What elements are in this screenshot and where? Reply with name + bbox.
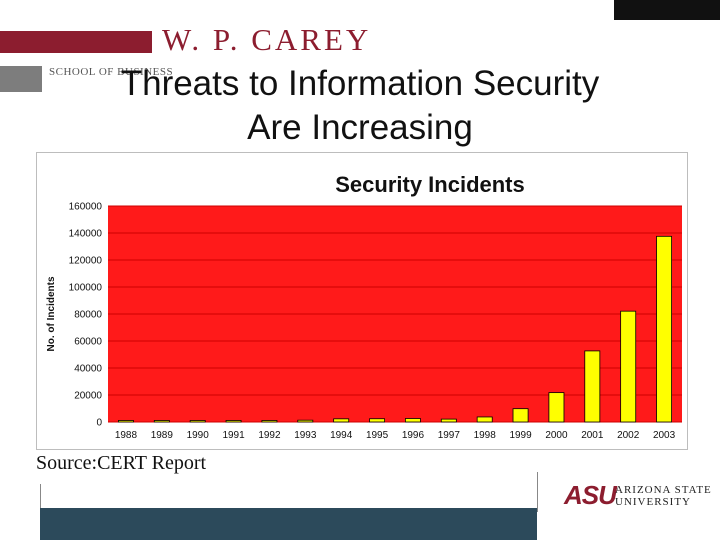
school-of-business-label: SCHOOL OF BUSINESS: [49, 66, 174, 78]
slide-title-line-1: Threats to Information Security: [120, 64, 600, 103]
chart-title: Security Incidents: [335, 172, 525, 197]
x-tick-label: 2003: [653, 430, 676, 441]
x-tick-label: 1992: [258, 430, 281, 441]
bar-1989: [153, 420, 170, 423]
x-tick-label: 1990: [187, 430, 210, 441]
x-tick-label: 1999: [509, 430, 532, 441]
brand-gray-band: [0, 66, 42, 92]
brand-red-band: [0, 31, 152, 53]
y-tick-label: 160000: [69, 202, 103, 213]
footer-divider-left: [40, 484, 41, 508]
bar-1994: [333, 418, 350, 423]
y-axis-label: No. of Incidents: [46, 276, 57, 351]
x-tick-label: 1993: [294, 430, 317, 441]
bar-1995: [369, 418, 385, 423]
bar-2000: [548, 392, 565, 423]
brand-logo-wordmark: W. P. CAREY: [162, 22, 372, 57]
y-tick-label: 120000: [69, 256, 103, 267]
bar-2001: [584, 350, 601, 423]
slide-title: Threats to Information Security Are Incr…: [60, 62, 660, 150]
y-tick-label: 0: [96, 418, 102, 429]
bar-1991: [225, 420, 242, 423]
bar-1988: [118, 420, 134, 423]
y-tick-label: 20000: [74, 391, 102, 402]
footer-divider-right: [537, 472, 538, 512]
slide-title-line-2: Are Increasing: [247, 108, 473, 147]
bar-1998: [476, 416, 493, 423]
source-citation: Source:CERT Report: [36, 452, 207, 474]
x-tick-label: 1997: [438, 430, 461, 441]
y-tick-label: 40000: [74, 364, 102, 375]
x-tick-label: 2002: [617, 430, 640, 441]
x-tick-label: 1998: [474, 430, 497, 441]
asu-logo-letters: ASU: [564, 480, 617, 510]
security-incidents-chart: Security Incidents No. of Incidents 0 200…: [46, 172, 682, 441]
x-tick-label: 2001: [581, 430, 604, 441]
x-tick-label: 1994: [330, 430, 353, 441]
bar-2003: [656, 235, 672, 423]
bar-1990: [189, 420, 206, 423]
x-tick-label: 1995: [366, 430, 389, 441]
asu-name-line-2: UNIVERSITY: [615, 496, 691, 508]
y-tick-label: 60000: [74, 337, 102, 348]
bar-1996: [405, 418, 421, 423]
x-tick-label: 2000: [545, 430, 568, 441]
corner-decoration: [614, 0, 720, 20]
x-tick-label: 1989: [151, 430, 174, 441]
y-tick-label: 140000: [69, 229, 103, 240]
bar-1993: [297, 419, 314, 423]
bar-1992: [261, 420, 278, 423]
footer-bar: [40, 508, 537, 540]
x-tick-label: 1988: [115, 430, 138, 441]
bar-2002: [620, 310, 637, 423]
bar-1997: [440, 418, 457, 423]
asu-name-line-1: ARIZONA STATE: [615, 484, 712, 496]
x-tick-label: 1991: [222, 430, 245, 441]
y-tick-label: 80000: [74, 310, 102, 321]
bar-1999: [512, 408, 529, 423]
y-tick-label: 100000: [69, 283, 103, 294]
x-tick-label: 1996: [402, 430, 425, 441]
